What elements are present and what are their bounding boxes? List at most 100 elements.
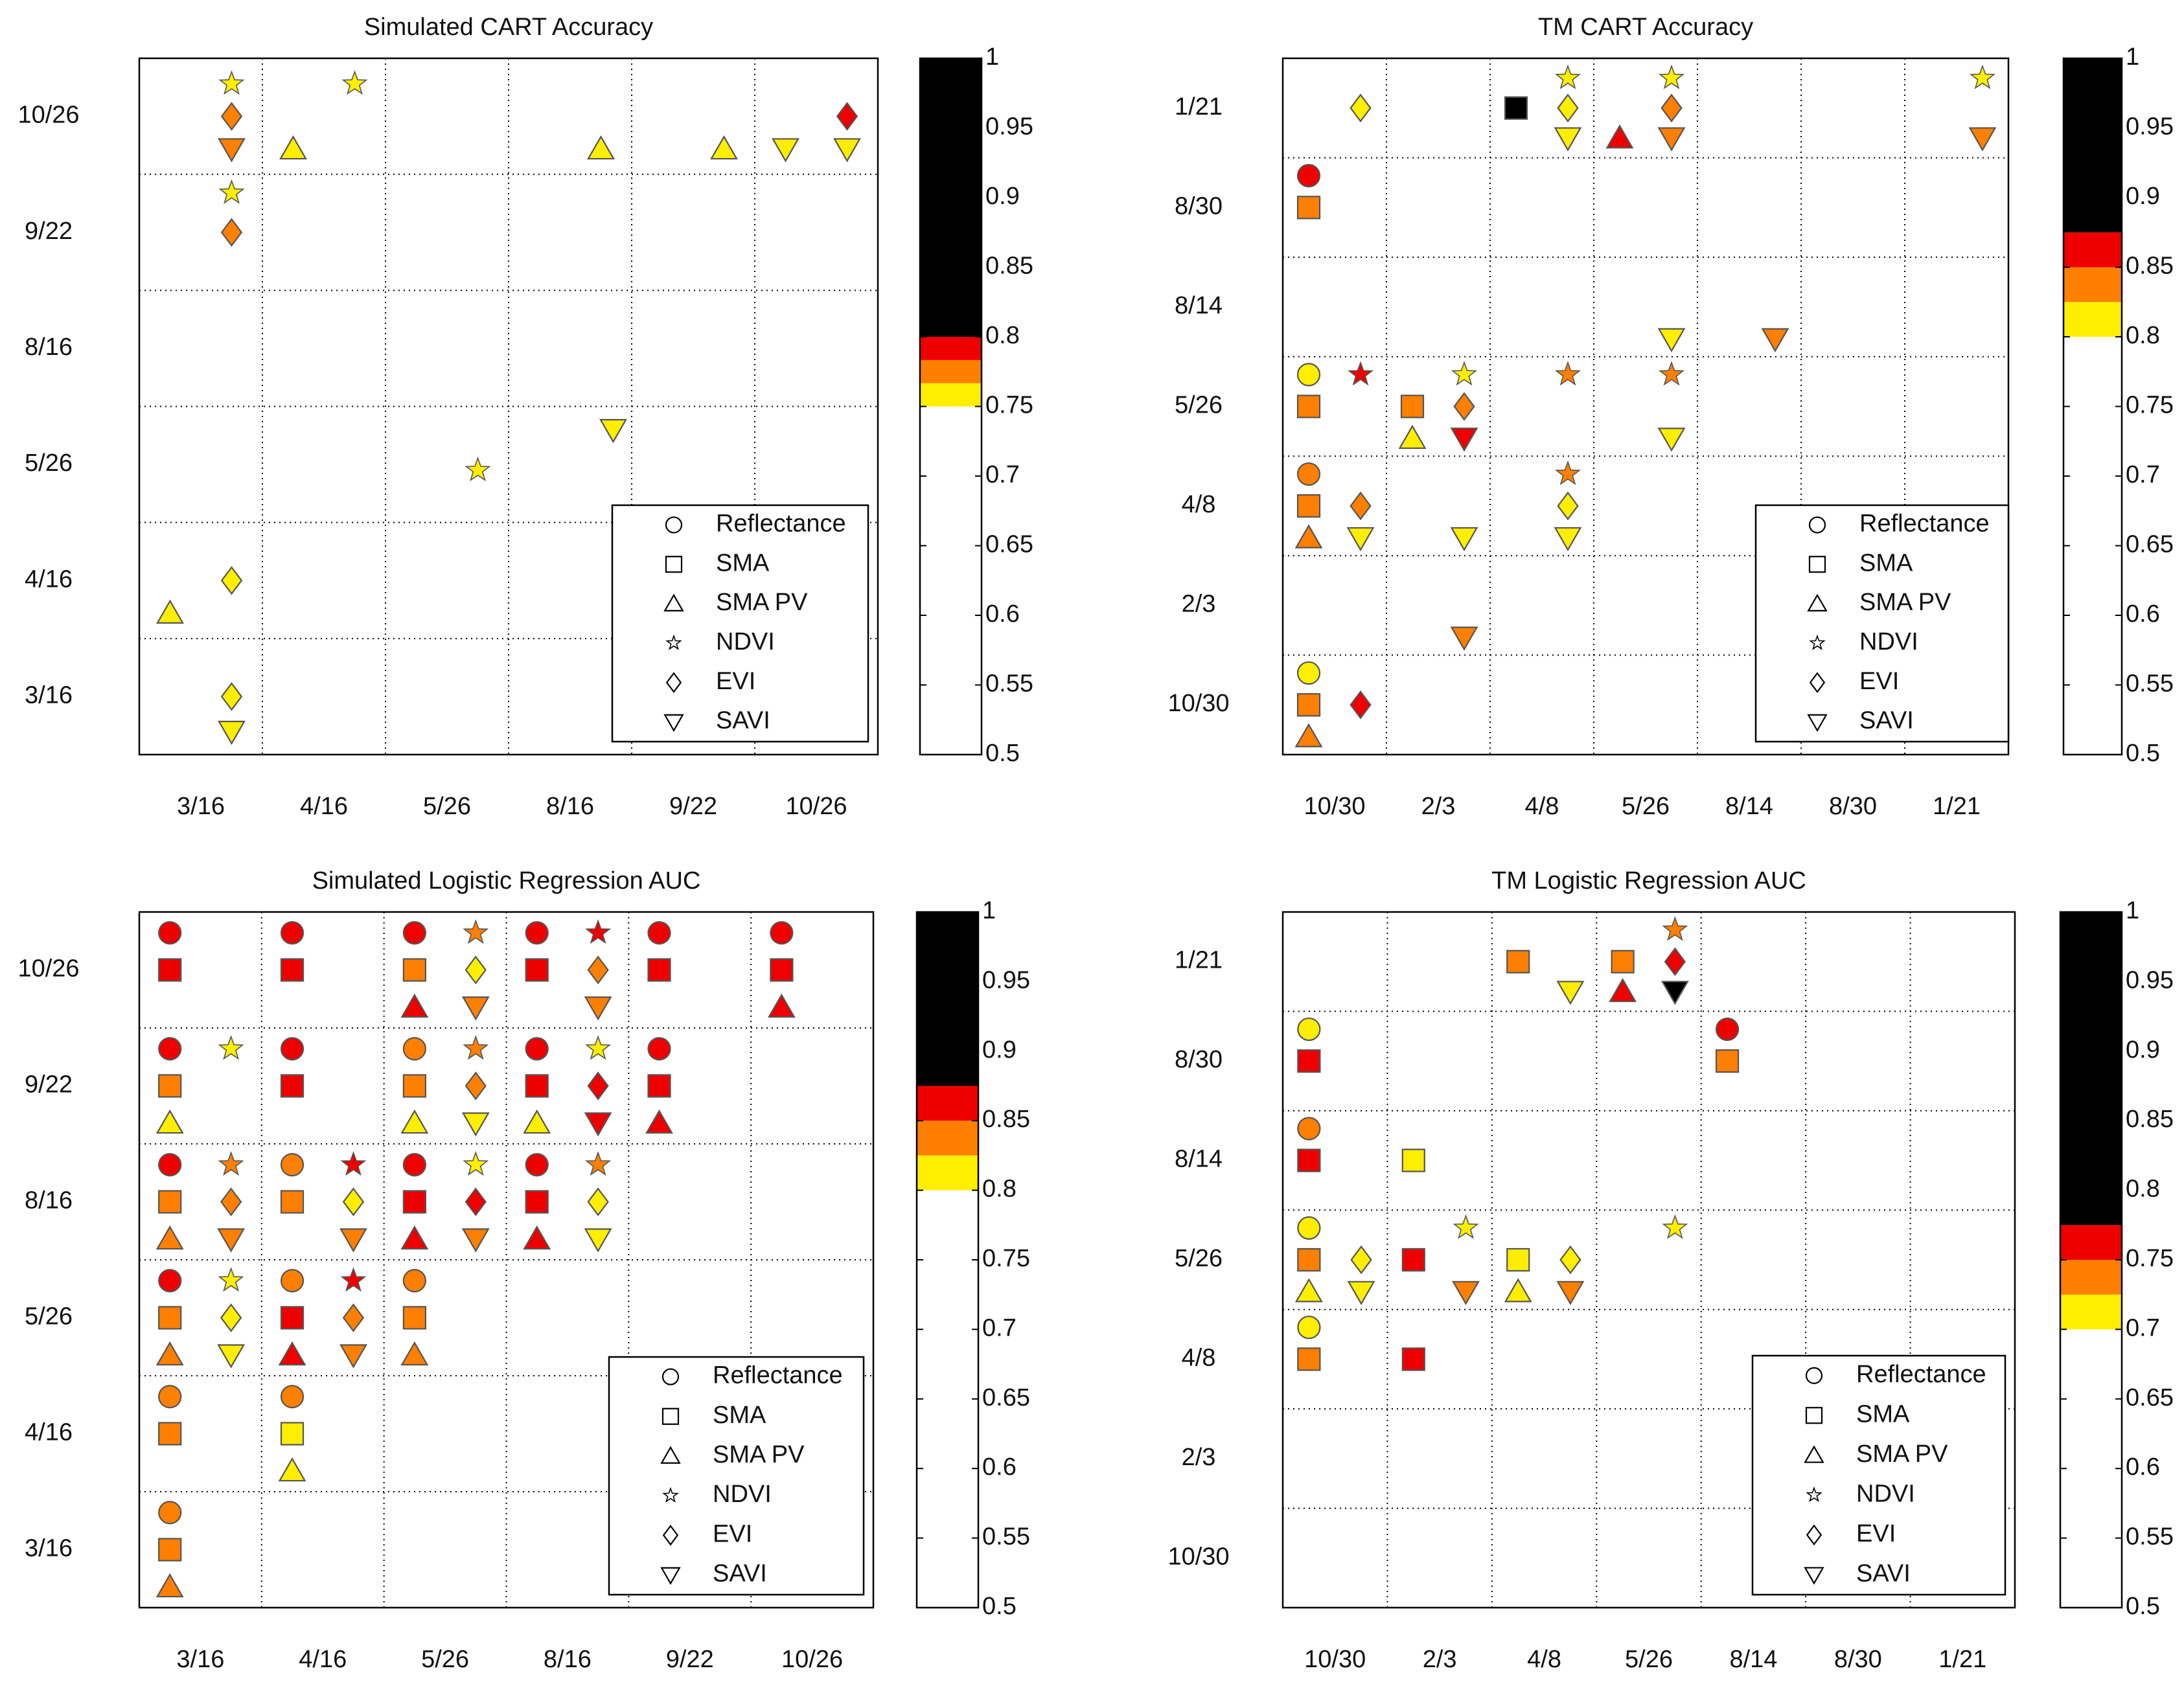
colorbar-band-yellow bbox=[917, 1155, 978, 1190]
data-point-circle bbox=[525, 921, 549, 945]
legend-marker-square bbox=[665, 556, 683, 573]
data-point-circle bbox=[158, 1153, 182, 1177]
legend-label: SAVI bbox=[1859, 707, 1914, 735]
data-point-triangle-up bbox=[279, 135, 307, 160]
colorbar-band-red bbox=[920, 337, 982, 360]
data-point-circle bbox=[280, 1385, 305, 1409]
data-point-square bbox=[525, 1074, 549, 1098]
legend-marker-circle bbox=[1808, 516, 1826, 534]
data-point-triangle-up bbox=[278, 1341, 306, 1366]
data-point-star bbox=[1662, 916, 1688, 941]
data-point-triangle-down bbox=[217, 1344, 246, 1369]
colorbar-tick-label: 0.6 bbox=[2126, 600, 2160, 628]
data-point-triangle-down bbox=[218, 720, 246, 746]
data-point-triangle-down bbox=[461, 996, 490, 1021]
y-tick-label: 8/14 bbox=[1175, 1146, 1223, 1173]
y-tick-label: 4/8 bbox=[1182, 491, 1216, 518]
x-tick-label: 5/26 bbox=[421, 1646, 469, 1673]
data-point-diamond bbox=[220, 1187, 242, 1216]
panel-tm-logistic-auc: TM Logistic Regression AUC 10/30 2/3 4/8 5/2… bbox=[1167, 867, 2174, 1673]
colorbar-band-orange bbox=[917, 1121, 978, 1156]
data-point-triangle-down bbox=[1450, 427, 1478, 452]
colorbar-band-orange bbox=[2060, 1260, 2122, 1295]
colorbar: 1 0.95 0.9 0.85 0.8 0.75 0.7 0.65 0.6 0.55 0.5 bbox=[919, 43, 1033, 767]
data-point-circle bbox=[158, 921, 182, 945]
legend-marker-circle bbox=[665, 516, 683, 534]
data-point-triangle-down bbox=[599, 418, 627, 444]
legend-label: NDVI bbox=[716, 628, 775, 655]
y-tick-label: 4/16 bbox=[25, 1419, 73, 1446]
data-point-triangle-down bbox=[218, 138, 246, 163]
colorbar-band-red bbox=[2063, 232, 2122, 268]
colorbar-tick-label: 1 bbox=[2126, 897, 2139, 924]
data-point-square bbox=[1401, 1148, 1425, 1172]
data-point-triangle-down bbox=[1968, 127, 1997, 152]
data-point-square bbox=[525, 1190, 549, 1214]
data-point-circle bbox=[280, 1037, 305, 1061]
data-point-diamond bbox=[220, 102, 243, 131]
colorbar-tick-label: 0.85 bbox=[2126, 253, 2174, 280]
data-point-square bbox=[1296, 196, 1321, 220]
x-tick-label: 9/22 bbox=[666, 1646, 714, 1673]
data-point-diamond bbox=[1661, 93, 1683, 123]
legend-label: EVI bbox=[1856, 1520, 1896, 1547]
y-tick-label: 8/16 bbox=[25, 1187, 73, 1214]
legend-marker-square bbox=[1808, 556, 1826, 573]
data-point-diamond bbox=[220, 682, 243, 711]
data-point-triangle-down bbox=[1556, 981, 1585, 1005]
x-tick-label: 2/3 bbox=[1423, 1646, 1457, 1673]
legend-label: SMA bbox=[1859, 549, 1913, 576]
legend-marker-diamond bbox=[1806, 1524, 1822, 1545]
legend: Reflectance SMA SMA PV NDVI EVI SAVI bbox=[611, 504, 869, 743]
legend-label: EVI bbox=[713, 1520, 752, 1547]
legend: Reflectance SMA SMA PV NDVI EVI SAVI bbox=[608, 1356, 865, 1596]
y-tick-label: 3/16 bbox=[25, 1535, 73, 1562]
data-point-triangle-down bbox=[339, 1228, 367, 1253]
data-point-triangle-up bbox=[155, 1573, 184, 1598]
y-tick-label: 1/21 bbox=[1175, 947, 1223, 974]
data-point-star bbox=[1554, 460, 1581, 486]
legend-marker-diamond bbox=[665, 672, 682, 693]
colorbar-tick-label: 0.6 bbox=[982, 1453, 1017, 1481]
colorbar-tick-label: 0.55 bbox=[982, 1523, 1030, 1551]
colorbar-band-red bbox=[917, 1086, 978, 1121]
x-tick-label: 10/30 bbox=[1304, 1646, 1366, 1673]
colorbar-tick-label: 0.75 bbox=[2126, 1245, 2174, 1272]
colorbar-tick-label: 0.95 bbox=[2126, 966, 2174, 994]
legend-marker-triangle-down bbox=[1804, 1567, 1824, 1585]
data-point-diamond bbox=[1557, 491, 1579, 521]
legend-marker-triangle-up bbox=[1807, 593, 1828, 611]
colorbar-tick-label: 0.6 bbox=[2126, 1453, 2160, 1481]
data-point-diamond bbox=[587, 955, 609, 985]
x-tick-label: 4/16 bbox=[300, 793, 348, 820]
x-tick-label: 5/26 bbox=[423, 793, 471, 820]
colorbar-band-black bbox=[917, 912, 978, 1086]
legend-label: SMA bbox=[716, 549, 770, 576]
y-tick-label: 1/21 bbox=[1175, 93, 1223, 120]
data-point-square bbox=[280, 1190, 305, 1214]
colorbar-tick-label: 0.55 bbox=[2126, 670, 2174, 698]
data-point-circle bbox=[402, 1153, 426, 1177]
x-tick-label: 10/30 bbox=[1304, 793, 1365, 820]
data-point-square bbox=[1611, 950, 1635, 974]
legend-label: SMA PV bbox=[1859, 589, 1951, 616]
data-point-circle bbox=[402, 921, 426, 945]
data-point-circle bbox=[1297, 1316, 1321, 1339]
y-tick-label: 8/16 bbox=[25, 334, 73, 361]
data-point-square bbox=[158, 1422, 182, 1446]
data-point-triangle-down bbox=[584, 1112, 612, 1137]
data-point-star bbox=[1662, 1214, 1688, 1239]
data-point-triangle-up bbox=[278, 1457, 306, 1482]
colorbar: 1 0.95 0.9 0.85 0.8 0.75 0.7 0.65 0.6 0.55 0.5 bbox=[2059, 897, 2174, 1620]
data-point-star bbox=[1451, 361, 1478, 386]
data-point-star bbox=[465, 456, 491, 482]
data-point-triangle-up bbox=[1504, 1278, 1532, 1303]
legend-marker-triangle-up bbox=[663, 593, 684, 611]
data-point-diamond bbox=[465, 1071, 487, 1100]
x-tick-label: 1/21 bbox=[1938, 1646, 1986, 1673]
data-point-star bbox=[218, 1035, 244, 1060]
data-point-circle bbox=[647, 921, 671, 945]
data-point-triangle-up bbox=[1294, 524, 1323, 549]
y-tick-label: 4/16 bbox=[25, 565, 73, 593]
data-point-triangle-up bbox=[1605, 124, 1634, 149]
